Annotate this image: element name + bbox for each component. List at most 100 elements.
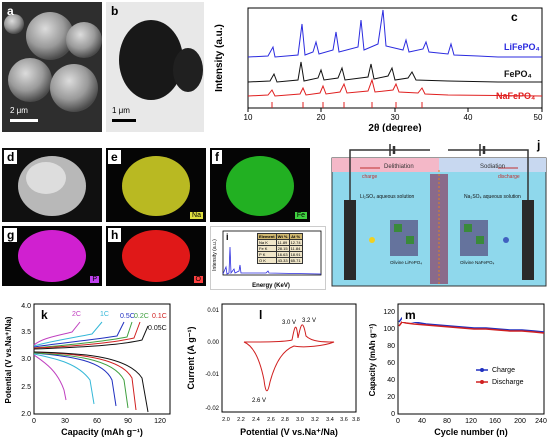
panel-h-element: O <box>193 276 203 283</box>
cv-xtick: 3.4 <box>326 417 334 423</box>
panel-i-eds-spectrum: Intensity (a.u.) Energy (KeV) i Element W… <box>210 226 326 290</box>
cycling-ytick: 40 <box>387 377 395 384</box>
cycling-xtick: 80 <box>443 418 451 425</box>
schematic-left-solution: Li₂SO₄ aqueous solution <box>360 194 415 200</box>
panel-l-label: l <box>256 308 266 322</box>
gcd-xtick: 120 <box>154 418 166 425</box>
panel-k-gcd-chart: 2C 1C 0.5C 0.2C 0.1C 0.05C 2.0 2.5 3.0 3… <box>2 300 174 438</box>
panel-e-element: Na <box>190 212 203 219</box>
cycling-ytick: 100 <box>383 326 395 333</box>
schematic-right-material: Olivine NaFePO₄ <box>460 260 495 265</box>
panel-k-label: k <box>38 308 51 322</box>
cycling-xtick: 120 <box>465 418 477 425</box>
cycling-discharge-series <box>398 321 545 334</box>
eds-ylabel: Intensity (a.u.) <box>212 239 218 271</box>
gcd-ylabel: Potential (V vs.Na⁺/Na) <box>4 316 13 403</box>
cv-xtick: 2.8 <box>281 417 289 423</box>
panel-f-fe-map: f Fe <box>210 148 310 222</box>
panel-m-cycling-chart: Charge Discharge 0 20 40 60 80 100 120 0… <box>366 300 548 438</box>
cv-xtick: 2.4 <box>252 417 260 423</box>
panel-d-label: d <box>4 150 18 164</box>
xrd-xtick-3: 40 <box>464 113 473 122</box>
table-row: Na K 11.89 12.74 <box>257 239 303 246</box>
panel-g-label: g <box>4 228 18 242</box>
gcd-rate-01c: 0.1C <box>152 313 167 320</box>
cv-xtick: 2.0 <box>222 417 230 423</box>
panel-j-schematic: Delithiation Sodiation charge discharge … <box>330 138 548 288</box>
cv-peak-26: 2.6 V <box>252 398 266 404</box>
gcd-xlabel: Capacity (mAh g⁻¹) <box>61 427 143 437</box>
gcd-ytick: 4.0 <box>21 303 31 310</box>
xrd-xtick-0: 10 <box>244 113 253 122</box>
gcd-ytick: 2.5 <box>21 384 31 391</box>
cycling-ylabel: Capacity (mAh g⁻¹) <box>368 323 377 396</box>
panel-g-p-map: g P <box>2 226 102 286</box>
cycling-xlabel: Cycle number (n) <box>434 427 508 437</box>
eds-element-table: Element Wt % At % Na K 11.89 12.74 Fe K 28.15… <box>257 233 303 264</box>
panel-b-label: b <box>111 4 119 18</box>
cycling-plot: Charge Discharge 0 20 40 60 80 100 120 0… <box>368 303 547 437</box>
cv-xtick: 2.2 <box>237 417 245 423</box>
table-row: P K 16.63 18.91 <box>257 251 303 258</box>
panel-a-label: a <box>7 4 14 18</box>
cycling-legend: Charge Discharge <box>476 367 524 386</box>
schematic-sodiation: Sodiation <box>480 164 505 170</box>
cv-xtick: 3.8 <box>352 417 360 423</box>
panel-b-scalebar-label: 1 μm <box>112 106 130 115</box>
panel-h-label: h <box>108 228 122 242</box>
cv-xtick: 3.0 <box>296 417 304 423</box>
cv-xtick: 2.6 <box>267 417 275 423</box>
cv-peak-30: 3.0 V <box>282 320 296 326</box>
table-row: Fe K 28.15 11.84 <box>257 245 303 252</box>
gcd-ytick: 3.0 <box>21 356 31 363</box>
xrd-plot: 10 20 30 40 50 2θ (degree) Intensity (a.… <box>214 7 543 134</box>
cv-ylabel: Current (A g⁻¹) <box>186 327 196 390</box>
schematic-right-solution: Na₂SO₄ aqueous solution <box>464 194 521 200</box>
cycling-xtick: 160 <box>489 418 501 425</box>
cycling-ytick: 60 <box>387 360 395 367</box>
gcd-xtick: 30 <box>61 418 69 425</box>
panel-i-label: i <box>225 232 230 242</box>
gcd-rate-02c: 0.2C <box>134 313 149 320</box>
xrd-nafepo4-trace <box>247 78 543 97</box>
cv-plot: 3.0 V 3.2 V 2.6 V 0.01 0.00 -0.01 -0.02 … <box>186 303 360 437</box>
xrd-fepo4-trace <box>247 61 542 83</box>
panel-f-label: f <box>212 150 222 164</box>
gcd-rate-2c: 2C <box>72 311 81 318</box>
cv-peak-32: 3.2 V <box>302 318 316 324</box>
table-row: O K 43.33 65.71 <box>257 257 303 264</box>
cv-xtick: 3.6 <box>340 417 348 423</box>
panel-j-label: j <box>537 138 541 152</box>
panel-c-xrd-chart: 10 20 30 40 50 2θ (degree) Intensity (a.… <box>208 2 548 134</box>
xrd-xtick-4: 50 <box>534 113 543 122</box>
gcd-ytick: 3.5 <box>21 329 31 336</box>
gcd-rate-005c: 0.05C <box>148 325 167 332</box>
gcd-ytick: 2.0 <box>21 411 31 418</box>
gcd-xtick: 90 <box>124 418 132 425</box>
panel-d-sem-map: d <box>2 148 102 222</box>
panel-g-element: P <box>90 276 99 283</box>
eds-xlabel: Energy (KeV) <box>252 283 290 289</box>
xrd-xlabel: 2θ (degree) <box>368 123 421 132</box>
panel-e-na-map: e Na <box>106 148 206 222</box>
cycling-xtick: 0 <box>396 418 400 425</box>
cv-ytick: -0.02 <box>205 406 219 412</box>
cycling-legend-discharge: Discharge <box>492 379 524 386</box>
xrd-reference-ticks <box>271 102 423 108</box>
panel-b-tem-image: b 1 μm <box>106 2 204 132</box>
xrd-xtick-2: 30 <box>391 113 400 122</box>
cv-curve <box>243 324 335 392</box>
panel-e-label: e <box>108 150 121 164</box>
schematic-discharge: discharge <box>498 174 520 180</box>
cv-xlabel: Potential (V vs.Na⁺/Na) <box>240 427 338 437</box>
cycling-xtick: 40 <box>418 418 426 425</box>
cv-ytick: 0.00 <box>207 340 219 346</box>
gcd-rate-05c: 0.5C <box>120 313 135 320</box>
gcd-rate-1c: 1C <box>100 311 109 318</box>
panel-l-cv-chart: 3.0 V 3.2 V 2.6 V 0.01 0.00 -0.01 -0.02 … <box>184 300 360 438</box>
xrd-xtick-1: 20 <box>317 113 326 122</box>
schematic-delithiation: Delithiation <box>384 164 414 170</box>
schematic-left-material: Olivine LiFePO₄ <box>390 260 422 265</box>
panel-a-sem-image: a 2 μm <box>2 2 102 132</box>
